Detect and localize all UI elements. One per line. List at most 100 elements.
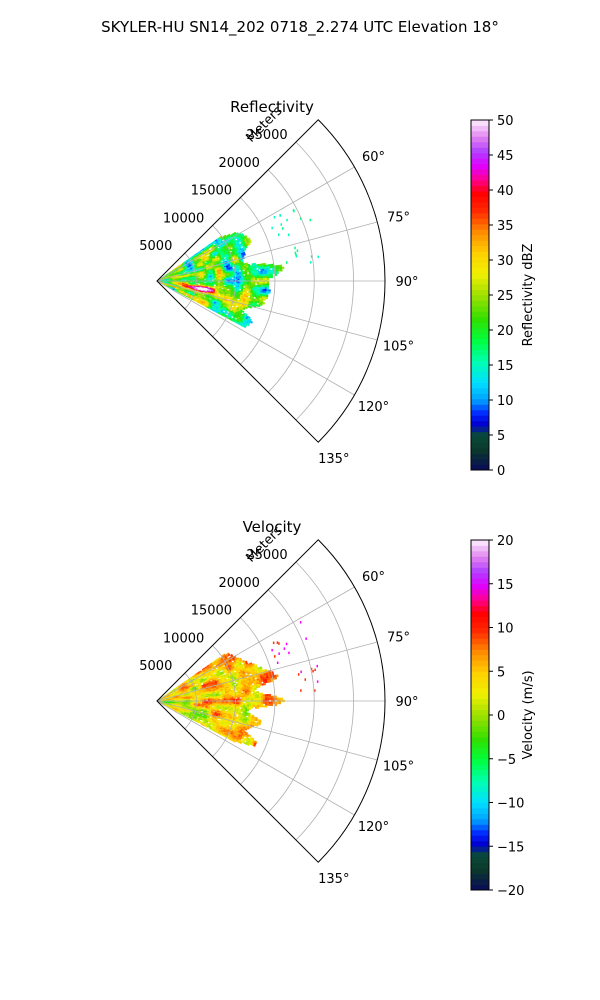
echo-cell <box>253 278 256 281</box>
echo-cell <box>281 266 285 270</box>
echo-cell <box>219 278 222 280</box>
echo-cell <box>245 275 248 278</box>
echo-cell <box>256 288 260 291</box>
colorbar-segment <box>471 453 489 460</box>
echo-cell <box>213 283 217 285</box>
echo-cell <box>243 278 246 281</box>
echo-cell <box>268 273 272 277</box>
range-tick-label: 5000 <box>139 239 172 254</box>
echo-cell <box>270 271 273 275</box>
echo-speckle <box>309 218 312 222</box>
colorbar-segment <box>471 431 489 438</box>
echo-speckle <box>287 233 290 236</box>
echo-cell <box>249 283 252 286</box>
colorbar-segment <box>471 207 489 214</box>
colorbar-segment <box>471 251 489 258</box>
echo-cell <box>262 276 266 279</box>
echo-cell <box>278 269 281 272</box>
echo-cell <box>256 274 260 277</box>
echo-cell <box>251 281 254 284</box>
echo-cell <box>241 277 244 279</box>
echo-cell <box>257 304 261 308</box>
colorbar-segment <box>471 234 489 241</box>
echo-cell <box>253 283 256 286</box>
colorbar-segment <box>471 437 489 444</box>
echo-cell <box>266 274 270 277</box>
colorbar-segment <box>471 415 489 422</box>
echo-cell <box>227 277 230 280</box>
echo-cell <box>256 276 260 279</box>
colorbar-segment <box>471 152 489 159</box>
echo-cell <box>213 277 217 279</box>
echo-cell <box>251 276 254 279</box>
colorbar-segment <box>471 180 489 187</box>
echo-cell <box>251 278 254 281</box>
echo-cell <box>249 284 252 287</box>
echo-cell <box>262 277 266 281</box>
colorbar-segment <box>471 256 489 263</box>
echo-cell <box>262 274 266 277</box>
echo-cell <box>245 276 248 279</box>
echo-cell <box>218 293 221 295</box>
echo-cell <box>258 276 262 279</box>
colorbar-tick-label: 30 <box>497 254 514 269</box>
echo-cell <box>237 278 240 281</box>
echo-cell <box>202 279 205 281</box>
echo-cell <box>255 278 258 281</box>
echo-cell <box>264 285 268 288</box>
echo-cell <box>270 275 274 279</box>
echo-cell <box>262 287 266 290</box>
echo-speckle <box>317 255 319 259</box>
echo-cell <box>243 253 246 256</box>
echo-cell <box>252 274 256 277</box>
echo-cell <box>266 275 270 279</box>
echo-cell <box>229 278 232 281</box>
angle-tick-label: 75° <box>387 210 410 225</box>
echo-cell <box>205 695 209 698</box>
colorbar-segment <box>471 158 489 165</box>
colorbar-segment <box>471 163 489 170</box>
angle-tick-label: 120° <box>358 400 389 415</box>
colorbar-segment <box>471 459 489 465</box>
colorbar-segment <box>471 284 489 290</box>
echo-cell <box>249 278 252 281</box>
echo-cell <box>217 282 221 284</box>
echo-cell <box>237 281 240 284</box>
echo-cell <box>227 281 230 283</box>
echo-cell <box>255 276 258 279</box>
colorbar-segment <box>471 316 489 323</box>
echo-cell <box>221 279 224 281</box>
echo-cell <box>279 266 283 270</box>
echo-cell <box>241 281 244 284</box>
echo-cell <box>246 270 250 273</box>
echo-cell <box>256 269 259 272</box>
colorbar-segment <box>471 322 489 329</box>
echo-cell <box>241 274 244 276</box>
echo-cell <box>265 296 269 300</box>
echo-cell <box>270 273 274 277</box>
colorbar-tick-label: 50 <box>497 114 514 129</box>
echo-cell <box>178 701 181 703</box>
echo-cell <box>204 281 207 283</box>
echo-cell <box>260 274 264 277</box>
echo-cell <box>258 274 262 277</box>
echo-cell <box>266 281 270 284</box>
echo-cell <box>245 278 248 281</box>
echo-cell <box>251 284 254 287</box>
echo-speckle <box>271 226 273 230</box>
echo-cell <box>258 283 262 286</box>
echo-cell <box>260 278 264 281</box>
echo-cell <box>197 694 201 696</box>
echo-cell <box>245 284 248 287</box>
colorbar-segment <box>471 240 489 247</box>
echo-speckle <box>309 261 312 264</box>
echo-cell <box>198 282 201 284</box>
echo-cell <box>180 276 183 278</box>
echo-cell <box>191 285 195 287</box>
echo-cell <box>266 277 270 281</box>
echo-cell <box>266 283 270 286</box>
echo-cell <box>227 287 230 290</box>
echo-cell <box>211 278 215 280</box>
echo-cell <box>253 281 256 284</box>
echo-cell <box>247 283 250 286</box>
